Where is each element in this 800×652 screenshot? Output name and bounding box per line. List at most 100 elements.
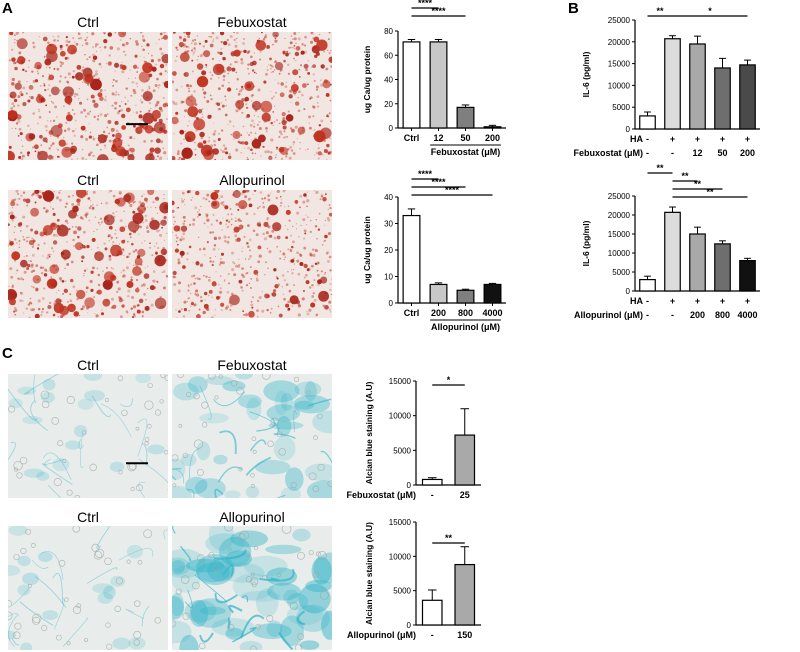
stain-speck — [284, 225, 286, 227]
stain-speck — [121, 139, 124, 141]
stain-speck — [227, 282, 231, 285]
alcian-patch — [83, 374, 103, 381]
stain-speck — [50, 276, 53, 278]
cell-outline — [270, 417, 280, 427]
cell-outline — [313, 435, 318, 440]
cell-outline — [223, 526, 234, 532]
stain-speck — [134, 248, 138, 252]
cell-outline — [276, 572, 282, 578]
stain-speck — [293, 284, 295, 287]
mineral-nodule — [46, 43, 57, 55]
stain-speck — [30, 265, 34, 269]
mineral-nodule — [42, 36, 48, 42]
stain-speck — [141, 45, 143, 47]
mineral-nodule — [108, 132, 110, 135]
stain-speck — [126, 311, 129, 314]
stain-speck — [303, 229, 307, 233]
stain-speck — [156, 242, 158, 244]
stain-speck — [85, 216, 88, 219]
mineral-nodule — [242, 310, 245, 312]
stain-speck — [305, 214, 307, 216]
stain-speck — [174, 220, 176, 223]
stain-speck — [193, 274, 196, 277]
mineral-nodule — [41, 191, 45, 196]
stain-speck — [16, 242, 18, 244]
stain-speck — [138, 233, 140, 236]
mineral-nodule — [300, 50, 305, 55]
stain-speck — [26, 204, 29, 207]
stain-speck — [32, 286, 35, 289]
mineral-nodule — [144, 305, 150, 311]
stain-speck — [70, 158, 73, 160]
stain-speck — [97, 43, 100, 46]
row-value-1: 150 — [457, 630, 472, 640]
stain-speck — [230, 218, 233, 221]
stain-speck — [177, 302, 179, 304]
row-value-2: 50 — [717, 148, 727, 158]
stain-speck — [198, 277, 201, 281]
stain-speck — [330, 120, 332, 123]
stain-speck — [280, 132, 283, 136]
stain-speck — [227, 236, 230, 239]
stain-speck — [176, 48, 179, 52]
alcian-patch — [294, 400, 315, 410]
mineral-nodule — [39, 134, 43, 139]
mineral-nodule — [303, 193, 307, 197]
stain-speck — [92, 137, 96, 141]
stain-speck — [14, 225, 16, 228]
mineral-nodule — [85, 286, 89, 290]
mineral-nodule — [136, 304, 139, 307]
mineral-nodule — [80, 125, 86, 131]
mineral-nodule — [28, 133, 36, 140]
stain-speck — [303, 276, 306, 279]
stain-speck — [253, 125, 256, 128]
stain-speck — [176, 317, 178, 318]
stain-speck — [316, 237, 318, 240]
cell-outline — [290, 482, 297, 489]
stain-speck — [139, 99, 142, 101]
bar — [402, 41, 421, 129]
mineral-nodule — [161, 54, 168, 64]
stain-speck — [298, 90, 301, 94]
stain-speck — [96, 118, 100, 121]
mineral-nodule — [233, 49, 241, 57]
stain-speck — [255, 233, 259, 237]
alcian-patch — [305, 579, 332, 593]
alcian-patch — [304, 381, 317, 402]
mineral-nodule — [163, 80, 168, 89]
matrix-strand — [174, 469, 185, 484]
stain-speck — [152, 279, 156, 283]
cell-outline — [114, 605, 121, 613]
alcian-patch — [36, 471, 50, 481]
stain-speck — [251, 94, 254, 97]
stain-speck — [64, 205, 67, 209]
stain-speck — [31, 253, 35, 257]
stain-speck — [141, 195, 143, 197]
cell-outline — [74, 494, 81, 498]
stain-speck — [230, 213, 233, 216]
stain-speck — [95, 314, 99, 318]
mineral-nodule — [42, 307, 44, 310]
stain-speck — [156, 100, 160, 104]
mineral-nodule — [172, 71, 177, 76]
mineral-nodule — [58, 139, 66, 147]
stain-speck — [320, 195, 324, 198]
mineral-nodule — [243, 313, 245, 316]
stain-speck — [292, 152, 296, 155]
stain-speck — [222, 78, 226, 82]
stain-speck — [217, 107, 221, 111]
stain-speck — [13, 34, 16, 37]
cell-outline — [201, 401, 209, 409]
alcian-patch — [97, 592, 113, 604]
cell-outline — [239, 530, 249, 541]
stain-speck — [163, 286, 166, 290]
stain-speck — [40, 271, 44, 275]
mineral-nodule — [40, 97, 46, 103]
matrix-strand — [219, 430, 237, 454]
stain-speck — [57, 315, 60, 318]
stain-speck — [258, 127, 262, 131]
stain-speck — [50, 206, 52, 208]
stain-speck — [142, 221, 145, 224]
stain-speck — [157, 86, 160, 89]
stain-speck — [25, 70, 28, 72]
